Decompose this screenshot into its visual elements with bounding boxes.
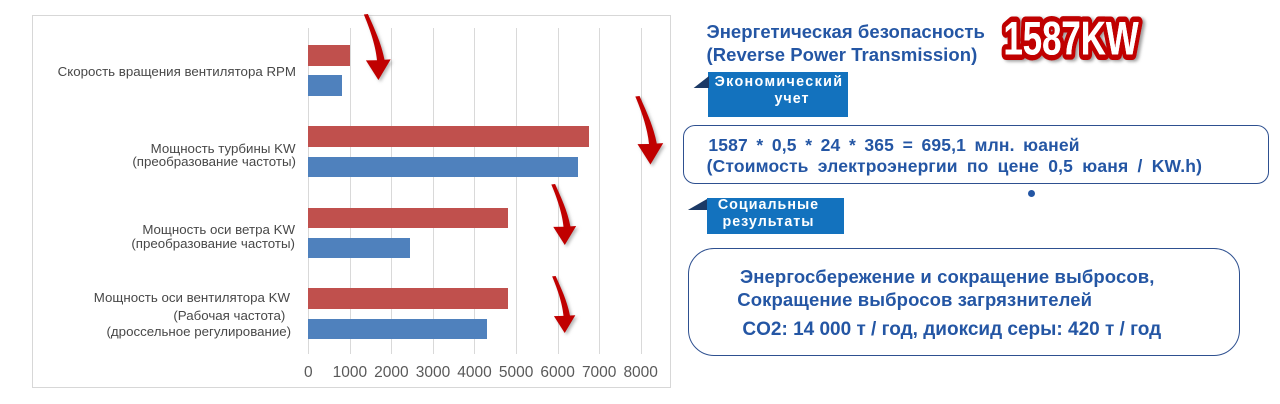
svg-text:1587KW: 1587KW — [1003, 12, 1138, 64]
svg-text:1587KW: 1587KW — [1003, 12, 1138, 64]
